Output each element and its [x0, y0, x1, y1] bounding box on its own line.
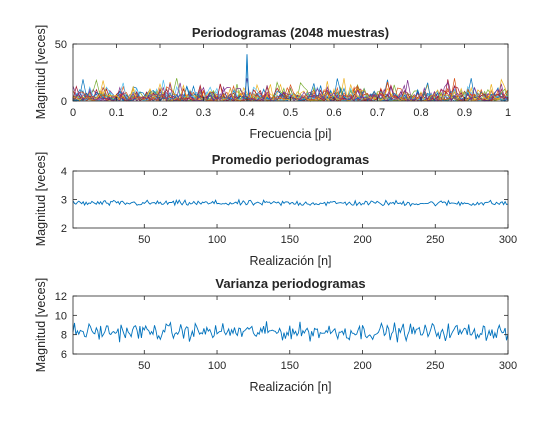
- x-tick-label: 0.4: [239, 107, 254, 119]
- y-tick-label: 3: [61, 195, 67, 207]
- y-tick-label: 8: [61, 330, 67, 342]
- x-tick-label: 0.9: [457, 107, 472, 119]
- x-tick-label: 250: [426, 234, 444, 246]
- x-tick-label: 0.3: [196, 107, 211, 119]
- y-tick-label: 12: [55, 291, 67, 303]
- y-tick-label: 6: [61, 349, 67, 361]
- periodogram-xlabel: Frecuencia [pi]: [250, 127, 332, 141]
- periodogram-line: [72, 78, 509, 102]
- x-tick-label: 0.7: [370, 107, 385, 119]
- y-tick-label: 0: [61, 96, 67, 108]
- x-tick-label: 150: [281, 234, 299, 246]
- variance-title: Varianza periodogramas: [215, 276, 365, 291]
- x-tick-label: 0.2: [152, 107, 167, 119]
- mean-ticks: 50 100 150 200 250 300 2 3 4: [61, 166, 517, 246]
- mean-ylabel: Magnitud [veces]: [34, 152, 48, 247]
- variance-xlabel: Realización [n]: [250, 380, 332, 394]
- mean-title: Promedio periodogramas: [212, 152, 369, 167]
- variance-series-line: [72, 321, 509, 343]
- variance-ticks: 50 100 150 200 250 300 6 8 10 12: [55, 291, 517, 372]
- x-tick-label: 0.5: [283, 107, 298, 119]
- mean-axes-box: [72, 170, 509, 229]
- y-tick-label: 50: [55, 39, 67, 51]
- x-tick-label: 0: [70, 107, 76, 119]
- variance-axes-box: [72, 295, 509, 355]
- periodogram-title: Periodogramas (2048 muestras): [192, 25, 389, 40]
- mean-series-line: [72, 198, 509, 207]
- mean-xlabel: Realización [n]: [250, 254, 332, 268]
- x-tick-label: 300: [499, 360, 517, 372]
- periodogram-ticks: 0 0.1 0.2 0.3 0.4 0.5 0.6 0.7 0.8 0.9 1 0 50: [55, 39, 511, 119]
- x-tick-label: 150: [281, 360, 299, 372]
- variance-panel: 50 100 150 200 250 300 6 8 10 12 Varianza periodo…: [34, 276, 517, 394]
- x-tick-label: 0.6: [326, 107, 341, 119]
- x-tick-label: 250: [426, 360, 444, 372]
- y-tick-label: 2: [61, 223, 67, 235]
- x-tick-label: 0.8: [413, 107, 428, 119]
- y-tick-label: 4: [61, 166, 67, 178]
- x-tick-label: 50: [138, 234, 150, 246]
- periodogram-peak: [245, 54, 249, 97]
- x-tick-label: 200: [353, 234, 371, 246]
- periodogram-panel: 0 0.1 0.2 0.3 0.4 0.5 0.6 0.7 0.8 0.9 1 0 50 Periodo…: [34, 25, 511, 141]
- variance-ylabel: Magnitud [veces]: [34, 278, 48, 373]
- x-tick-label: 300: [499, 234, 517, 246]
- periodogram-ylabel: Magnitud [veces]: [34, 25, 48, 120]
- y-tick-label: 10: [55, 310, 67, 322]
- x-tick-label: 0.1: [109, 107, 124, 119]
- periodogram-series-group: [72, 54, 509, 103]
- x-tick-label: 50: [138, 360, 150, 372]
- x-tick-label: 200: [353, 360, 371, 372]
- x-tick-label: 100: [208, 360, 226, 372]
- mean-panel: 50 100 150 200 250 300 2 3 4 Promedio periodogra…: [34, 152, 517, 268]
- x-tick-label: 100: [208, 234, 226, 246]
- periodogram-line: [72, 81, 509, 102]
- x-tick-label: 1: [505, 107, 511, 119]
